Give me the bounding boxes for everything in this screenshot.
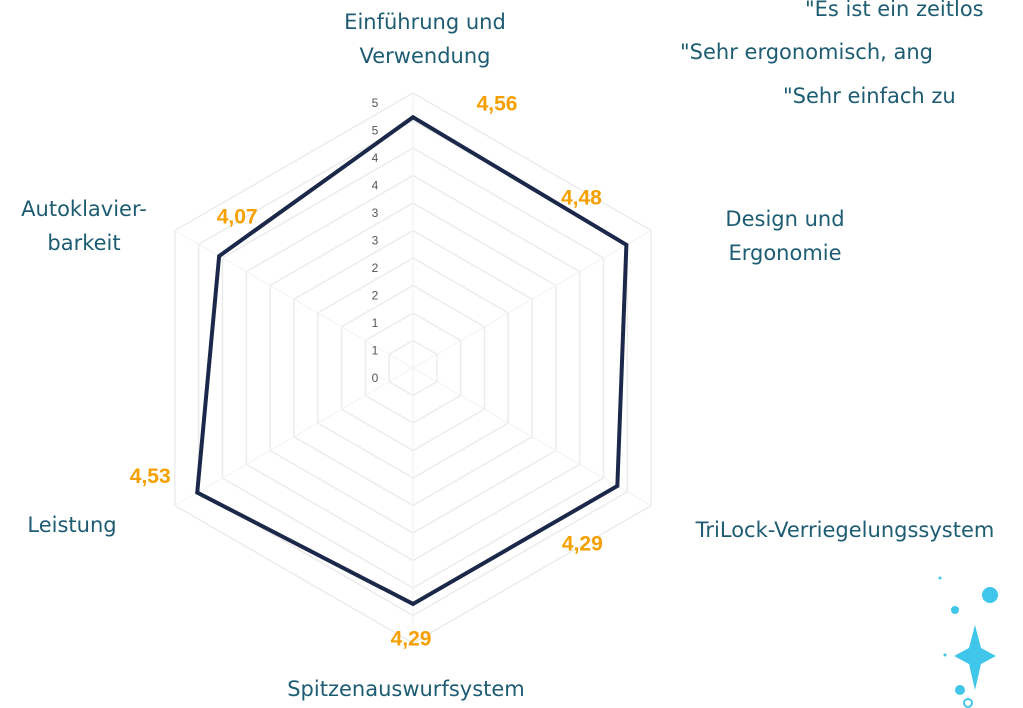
quote: "Sehr einfach zu (783, 84, 956, 108)
tick-label: 5 (372, 124, 379, 138)
category-label: Autoklavier-barkeit (21, 197, 147, 255)
value-label: 4,29 (391, 627, 432, 650)
tick-label: 0 (372, 371, 379, 385)
decoration (939, 577, 999, 708)
value-label: 4,07 (217, 206, 258, 229)
category-label: TriLock-Verriegelungssystem (695, 518, 995, 542)
tick-label: 2 (372, 261, 379, 275)
value-label: 4,56 (477, 93, 518, 116)
tick-label: 4 (372, 151, 379, 165)
category-label: Spitzenauswurfsystem (287, 677, 525, 701)
quote: "Es ist ein zeitlos (805, 0, 984, 21)
page: {"chart_data": {"type": "radar", "catego… (0, 0, 1023, 708)
tick-label: 3 (372, 234, 379, 248)
value-label: 4,48 (561, 186, 602, 209)
category-label: Leistung (27, 513, 116, 537)
tick-label: 4 (372, 179, 379, 193)
tick-label: 1 (372, 316, 379, 330)
tick-label: 2 (372, 289, 379, 303)
quote: "Sehr ergonomisch, ang (680, 40, 933, 64)
value-label: 4,29 (562, 533, 603, 556)
tick-label: 1 (372, 344, 379, 358)
chart: "Es ist ein zeitlos "Sehr ergonomisch, a… (0, 0, 1023, 708)
tick-label: 5 (372, 96, 379, 110)
value-label: 4,53 (130, 465, 171, 488)
tick-label: 3 (372, 206, 379, 220)
